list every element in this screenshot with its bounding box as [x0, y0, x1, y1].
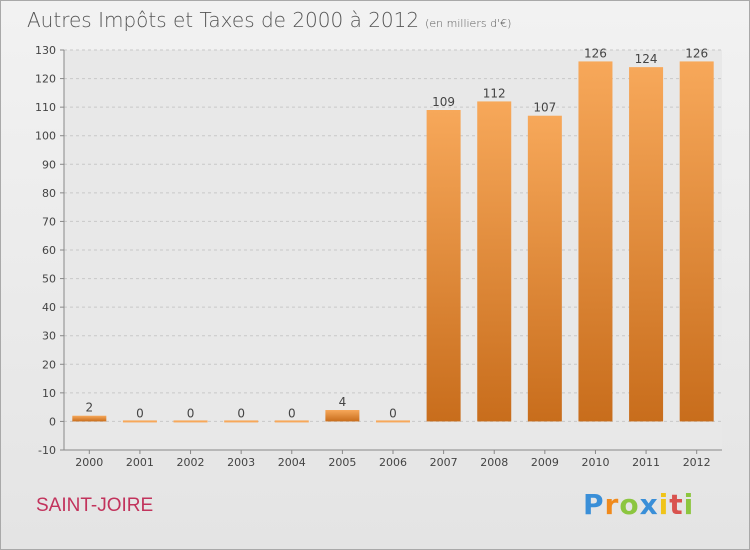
chart-title-text: Autres Impôts et Taxes de 2000 à 2012 [27, 8, 420, 32]
x-tick-label: 2009 [531, 456, 559, 469]
y-tick-label: 60 [42, 244, 56, 257]
brand-letter: i [658, 488, 670, 521]
data-label: 0 [237, 406, 245, 420]
y-tick-label: 120 [35, 73, 56, 86]
x-tick-label: 2000 [75, 456, 103, 469]
data-label: 124 [635, 52, 658, 66]
y-tick-label: 80 [42, 187, 56, 200]
brand-logo: Proxiti [583, 488, 694, 521]
bar [477, 101, 512, 422]
x-tick-label: 2008 [480, 456, 508, 469]
x-tick-label: 2001 [126, 456, 154, 469]
x-tick-label: 2007 [430, 456, 458, 469]
brand-letter: x [639, 488, 659, 521]
data-label: 0 [288, 406, 296, 420]
x-tick-label: 2012 [683, 456, 711, 469]
y-tick-label: 100 [35, 130, 56, 143]
x-tick-label: 2011 [632, 456, 660, 469]
bar [325, 410, 360, 422]
y-tick-label: 90 [42, 158, 56, 171]
brand-letter: P [583, 488, 605, 521]
data-label: 0 [389, 406, 397, 420]
data-label: 126 [685, 46, 708, 60]
data-label: 2 [85, 401, 93, 415]
bar [274, 420, 309, 423]
bar [578, 61, 613, 422]
y-tick-label: 70 [42, 215, 56, 228]
bar [72, 415, 107, 422]
y-tick-label: 30 [42, 330, 56, 343]
data-label: 126 [584, 46, 607, 60]
brand-letter: i [683, 488, 695, 521]
x-tick-label: 2003 [227, 456, 255, 469]
y-tick-label: 10 [42, 387, 56, 400]
bar [224, 420, 259, 423]
x-tick-label: 2002 [177, 456, 205, 469]
bar [426, 110, 461, 422]
x-tick-label: 2005 [328, 456, 356, 469]
data-label: 112 [483, 86, 506, 100]
brand-letter: o [619, 488, 640, 521]
data-label: 0 [136, 406, 144, 420]
data-label: 0 [187, 406, 195, 420]
y-tick-label: -10 [38, 444, 56, 457]
bar [122, 420, 157, 423]
brand-letter: t [669, 488, 684, 521]
bar [376, 420, 410, 423]
y-tick-label: 50 [42, 273, 56, 286]
y-tick-label: 20 [42, 358, 56, 371]
bar [679, 61, 714, 422]
x-tick-label: 2006 [379, 456, 407, 469]
bar [173, 420, 208, 423]
city-name: SAINT-JOIRE [36, 495, 154, 516]
data-label: 109 [432, 95, 455, 109]
x-tick-label: 2010 [581, 456, 609, 469]
chart-unit: (en milliers d'€) [425, 17, 512, 30]
y-tick-label: 130 [35, 44, 56, 57]
chart-title: Autres Impôts et Taxes de 2000 à 2012 (en… [27, 8, 511, 32]
y-tick-label: 0 [49, 415, 56, 428]
bar [527, 115, 562, 422]
y-tick-label: 110 [35, 101, 56, 114]
brand-letter: r [604, 488, 620, 521]
y-tick-label: 40 [42, 301, 56, 314]
data-label: 4 [339, 395, 347, 409]
bar [629, 67, 664, 422]
data-label: 107 [533, 101, 556, 115]
x-tick-label: 2004 [278, 456, 306, 469]
